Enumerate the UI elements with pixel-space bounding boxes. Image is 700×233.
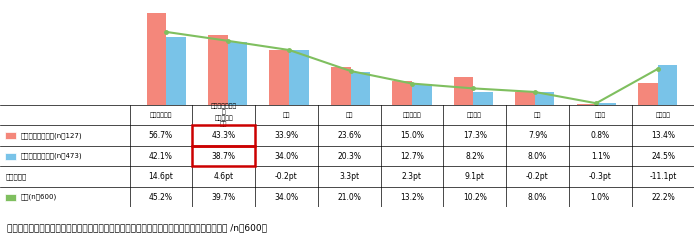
Bar [535,92,554,105]
Text: 塾・予備校: 塾・予備校 [402,112,421,118]
Text: 56.7%: 56.7% [149,131,173,140]
Bar [331,67,351,105]
Text: 転校: 転校 [283,112,290,118]
Bar [147,13,167,105]
Text: 0.8%: 0.8% [591,131,610,140]
Bar [289,50,309,105]
Bar [5,153,15,160]
Text: 自宅での学習: 自宅での学習 [150,112,172,118]
Text: -11.1pt: -11.1pt [650,172,677,181]
Bar [657,65,677,105]
Bar [5,132,15,139]
Text: 20.3%: 20.3% [337,152,361,161]
Text: -0.2pt: -0.2pt [275,172,298,181]
Text: 38.7%: 38.7% [211,152,236,161]
Bar [638,83,657,105]
Text: 4.6pt: 4.6pt [214,172,234,181]
Text: 13.4%: 13.4% [651,131,675,140]
Text: フリースクール
や
通信制高校
など: フリースクール や 通信制高校 など [211,103,237,127]
Bar [515,92,535,105]
Bar [351,72,370,105]
Bar [596,103,616,105]
Bar [208,35,228,105]
Text: 22.2%: 22.2% [651,193,675,202]
Text: その他: その他 [594,112,606,118]
Text: 24.5%: 24.5% [651,152,675,161]
Bar [577,103,596,105]
Text: 留学: 留学 [533,112,541,118]
Text: 復学: 復学 [345,112,353,118]
Text: 12.7%: 12.7% [400,152,424,161]
Text: 43.3%: 43.3% [211,131,236,140]
Bar [454,77,473,105]
Text: ポイント差: ポイント差 [5,173,27,180]
Text: 21.0%: 21.0% [337,193,361,202]
Text: 7.9%: 7.9% [528,131,547,140]
Text: 45.2%: 45.2% [149,193,173,202]
Text: 42.1%: 42.1% [149,152,173,161]
Text: 17.3%: 17.3% [463,131,486,140]
Text: 1.1%: 1.1% [591,152,610,161]
Text: 3.3pt: 3.3pt [339,172,359,181]
Text: 8.2%: 8.2% [466,152,484,161]
Bar [167,37,186,105]
Text: 家庭教師: 家庭教師 [467,112,482,118]
Text: 33.9%: 33.9% [274,131,298,140]
Text: 特になし: 特になし [655,112,671,118]
Bar [5,194,15,201]
Text: -0.3pt: -0.3pt [589,172,612,181]
Bar [412,84,432,105]
Text: あなたのお子さまが不登校になった場合、どのような進路・学習方法を勧めるか（複数回答 /n＝600）: あなたのお子さまが不登校になった場合、どのような進路・学習方法を勧めるか（複数回… [7,223,267,232]
Text: 1.0%: 1.0% [591,193,610,202]
Text: 14.6pt: 14.6pt [148,172,174,181]
Bar [193,125,255,146]
Text: 8.0%: 8.0% [528,152,547,161]
Bar [193,146,255,166]
Text: 13.2%: 13.2% [400,193,424,202]
Text: 15.0%: 15.0% [400,131,424,140]
Text: 34.0%: 34.0% [274,193,298,202]
Bar [270,50,289,105]
Text: 34.0%: 34.0% [274,152,298,161]
Text: 8.0%: 8.0% [528,193,547,202]
Text: 全体(n＝600): 全体(n＝600) [21,194,57,200]
Text: 10.2%: 10.2% [463,193,486,202]
Bar [473,92,493,105]
Bar [392,81,412,105]
Text: 不登校の経験あり(n＝127): 不登校の経験あり(n＝127) [21,132,83,139]
Text: 不登校の経験なし(n＝473): 不登校の経験なし(n＝473) [21,153,83,159]
Text: -0.2pt: -0.2pt [526,172,549,181]
Text: 2.3pt: 2.3pt [402,172,422,181]
Bar [228,42,247,105]
Text: 9.1pt: 9.1pt [465,172,484,181]
Text: 23.6%: 23.6% [337,131,361,140]
Text: 39.7%: 39.7% [211,193,236,202]
